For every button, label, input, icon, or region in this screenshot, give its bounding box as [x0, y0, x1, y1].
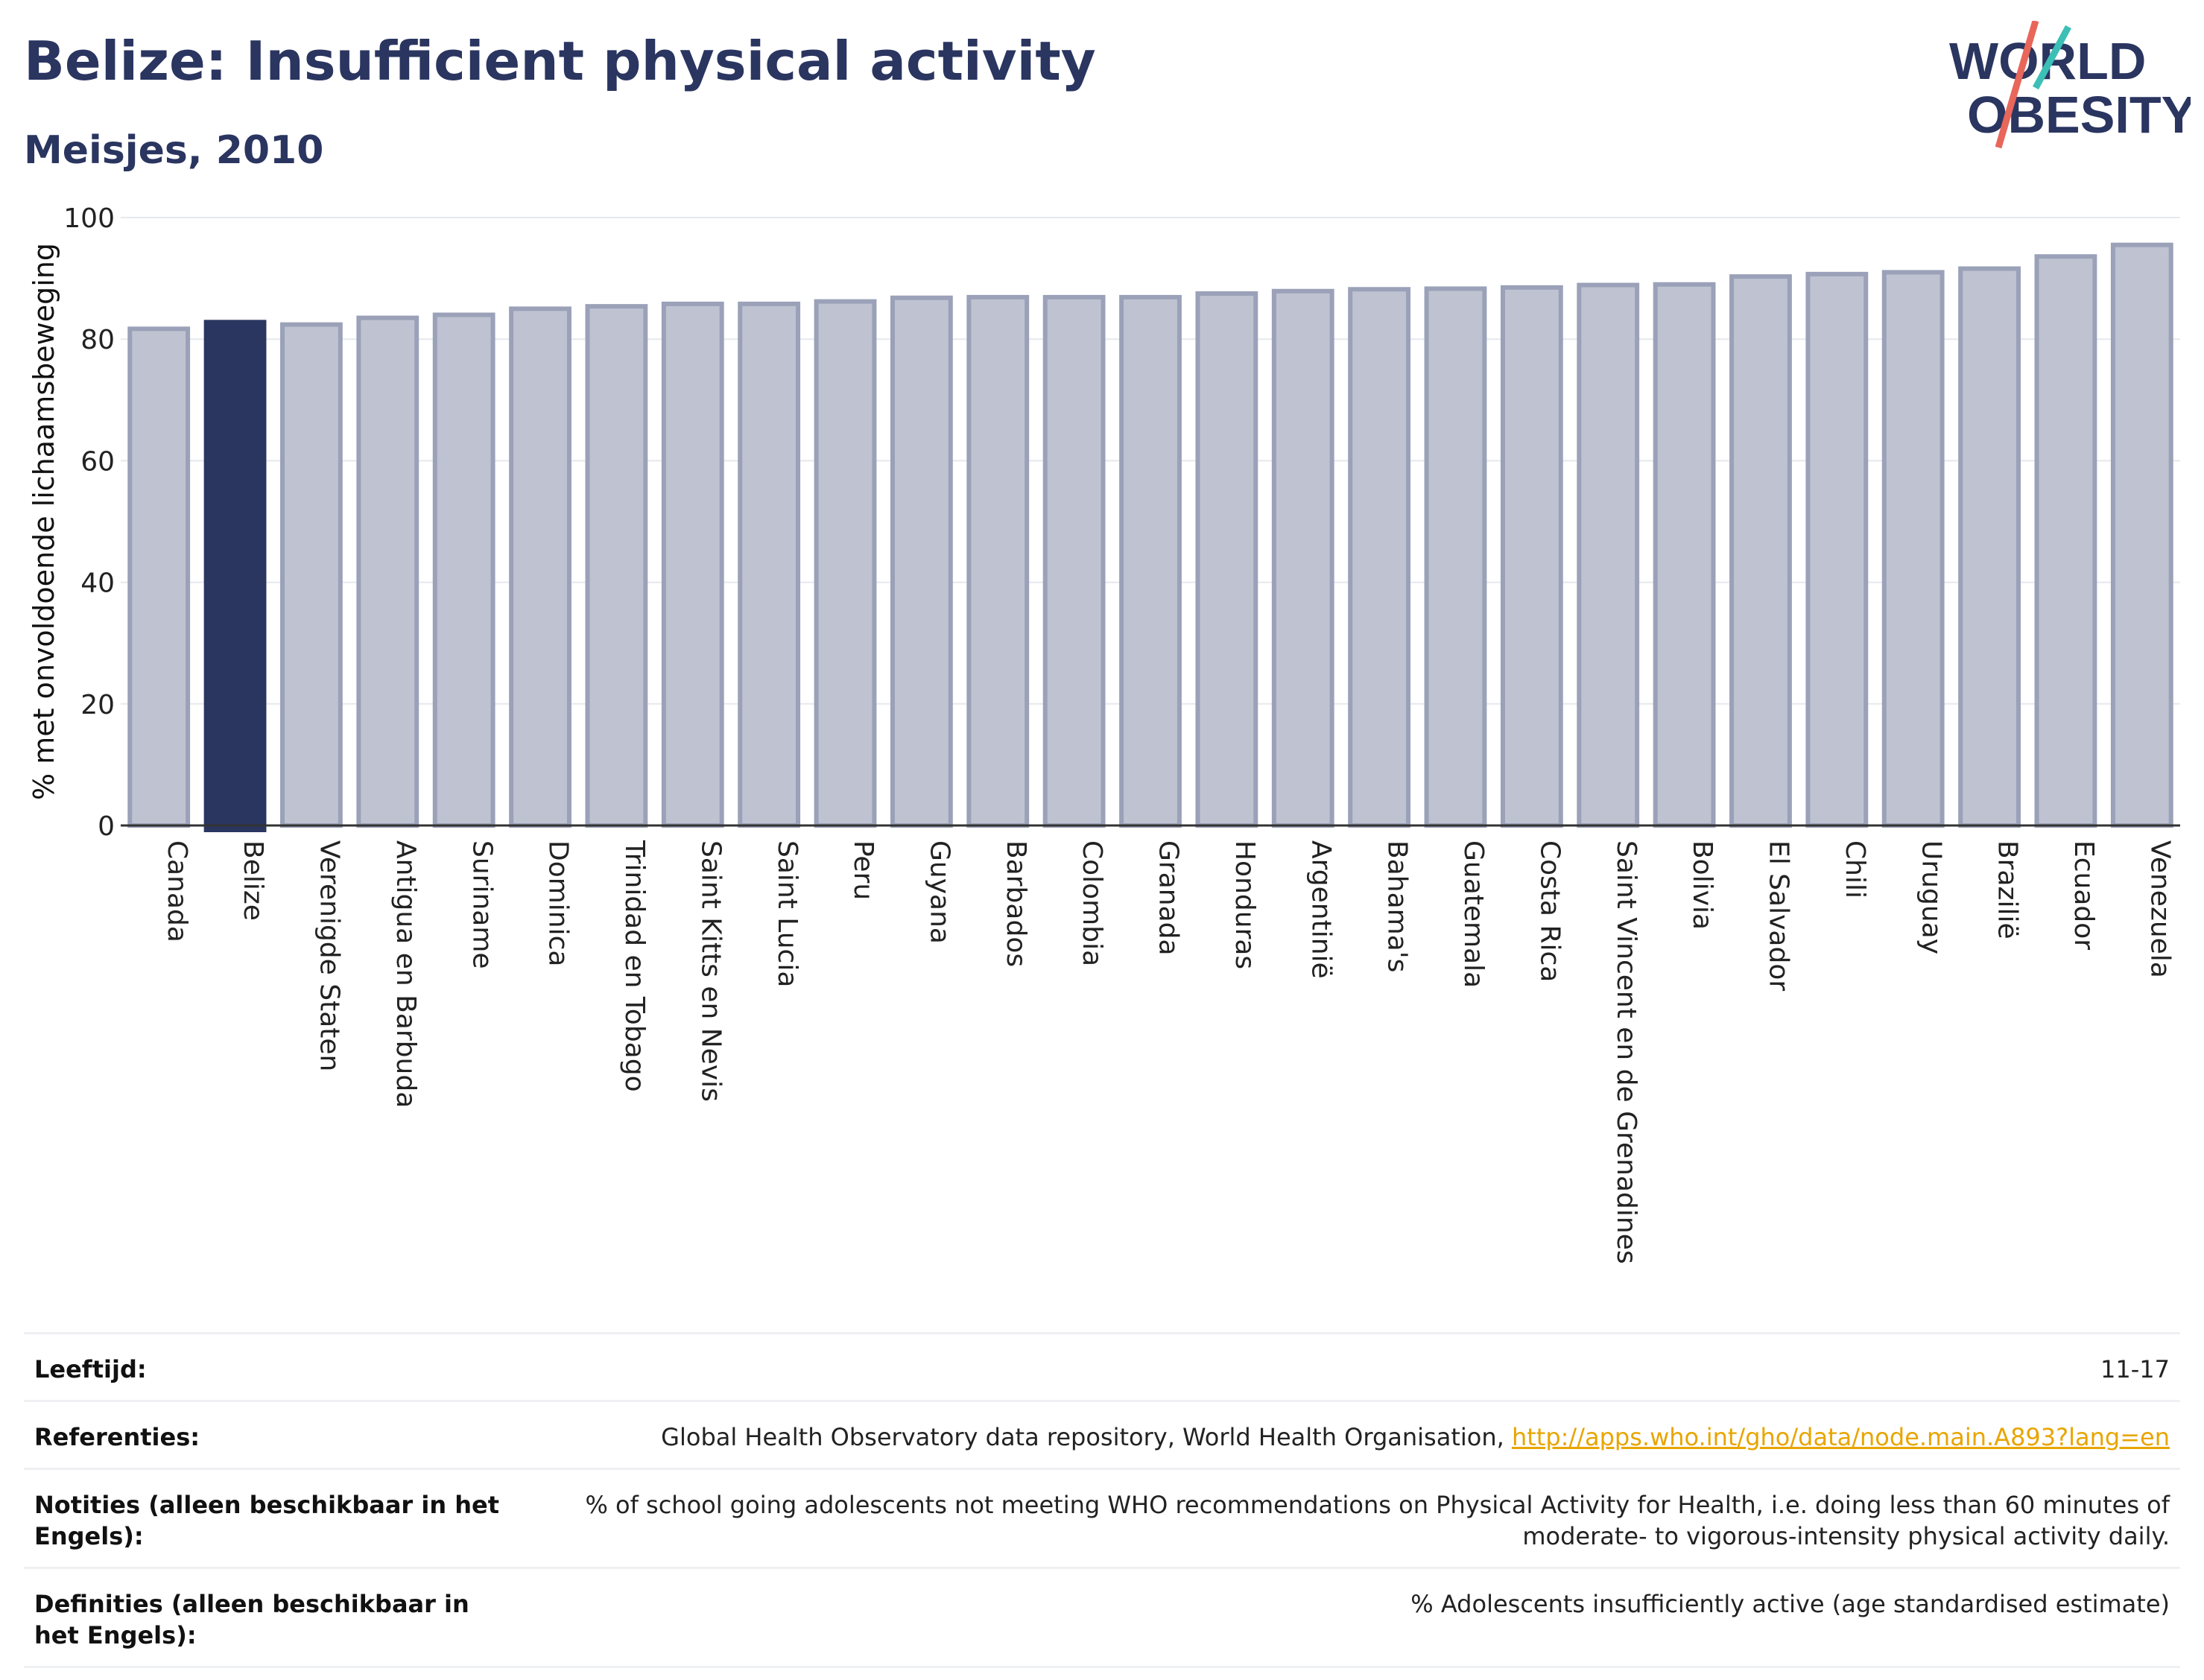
bar-verenigde-staten: [280, 322, 343, 828]
x-tick-label: Granada: [1153, 840, 1184, 956]
footer-label: Definities (alleen beschikbaar in het En…: [34, 1590, 469, 1649]
x-tick-label: Dominica: [543, 840, 574, 967]
x-tick-label: Costa Rica: [1534, 840, 1565, 982]
bar-venezuela: [2110, 242, 2173, 828]
x-tick-label: Saint Kitts en Nevis: [695, 840, 726, 1102]
bar-el-salvador: [1729, 274, 1792, 828]
footer-label: Notities (alleen beschikbaar in het Enge…: [34, 1491, 500, 1550]
x-tick-label: Saint Lucia: [772, 840, 802, 987]
footer-value: 11-17: [2100, 1355, 2170, 1383]
x-tick-label: Guatemala: [1458, 840, 1489, 988]
bar-argentini-: [1271, 288, 1334, 828]
x-tick-label: Honduras: [1229, 840, 1260, 969]
page-title: Belize: Insufficient physical activity: [24, 30, 1096, 92]
page-subtitle: Meisjes, 2010: [24, 128, 324, 173]
x-tick-label: Guyana: [924, 840, 954, 944]
x-tick-label: Peru: [848, 840, 878, 900]
x-tick-label: Chili: [1840, 840, 1870, 898]
bar-peru: [814, 299, 877, 828]
bar-belize: [203, 320, 267, 833]
footer-value: % Adolescents insufficiently active (age…: [1410, 1590, 2170, 1618]
bar-antigua-en-barbuda: [356, 315, 419, 828]
footer-label: Referenties:: [34, 1423, 200, 1451]
y-tick-label: 60: [80, 446, 115, 477]
bar-saint-vincent-en-de-grenadines: [1577, 282, 1640, 828]
x-tick-label: Colombia: [1077, 840, 1107, 966]
bar-saint-lucia: [738, 301, 801, 828]
footer-value: Global Health Observatory data repositor…: [545, 1421, 2170, 1453]
bar-dominica: [509, 306, 571, 828]
reference-link[interactable]: http://apps.who.int/gho/data/node.main.A…: [1511, 1423, 2170, 1451]
bar-suriname: [432, 312, 495, 828]
x-tick-label: Verenigde Staten: [314, 840, 345, 1071]
bar-chili: [1805, 271, 1869, 828]
x-tick-label: Bolivia: [1687, 840, 1717, 930]
x-tick-label: Barbados: [1001, 840, 1031, 967]
bar-chart: 0 20 40 60 80 100 Canada Belize Verenigde State…: [28, 203, 2180, 1264]
x-tick-label: Belize: [238, 840, 268, 921]
bar-colombia: [1042, 294, 1106, 828]
x-tick-labels: Canada Belize Verenigde Staten Antigua en B…: [162, 840, 2176, 1264]
bar-uruguay: [1881, 270, 1945, 828]
y-tick-label: 100: [63, 203, 115, 234]
bar-granada: [1119, 294, 1182, 828]
x-tick-label: El Salvador: [1764, 840, 1794, 991]
x-tick-label: Uruguay: [1916, 840, 1946, 954]
bar-barbados: [966, 294, 1030, 828]
x-tick-label: Trinidad en Tobago: [619, 840, 650, 1092]
y-tick-label: 0: [98, 811, 115, 842]
x-tick-label: Bahama's: [1382, 840, 1413, 972]
y-axis-label: % met onvoldoende lichaamsbeweging: [28, 243, 60, 800]
x-tick-label: Antigua en Barbuda: [390, 840, 421, 1108]
bar-bahama-s: [1348, 287, 1411, 828]
world-obesity-logo: WORLD OBESITY: [1949, 21, 2191, 149]
bars: [127, 242, 2173, 833]
footer-row-definitions: Definities (alleen beschikbaar in het En…: [24, 1567, 2180, 1668]
bar-guatemala: [1424, 286, 1487, 828]
footer-value: % of school going adolescents not meetin…: [585, 1491, 2170, 1550]
y-tick-labels: 0 20 40 60 80 100: [63, 203, 115, 842]
logo-slash-upper: [2033, 25, 2071, 90]
x-tick-label: Ecuador: [2068, 840, 2099, 950]
footer-label: Leeftijd:: [34, 1355, 147, 1383]
y-tick-label: 20: [80, 690, 115, 720]
x-tick-label: Brazilië: [1992, 840, 2023, 939]
bar-costa-rica: [1500, 285, 1563, 828]
bar-ecuador: [2034, 254, 2097, 828]
bar-saint-kitts-en-nevis: [661, 301, 724, 828]
bar-guyana: [890, 295, 953, 828]
y-tick-label: 40: [80, 568, 115, 599]
bar-honduras: [1195, 291, 1258, 828]
x-tick-label: Saint Vincent en de Grenadines: [1611, 840, 1641, 1264]
bar-trinidad-en-tobago: [585, 304, 648, 828]
footer-row-references: Referenties: Global Health Observatory d…: [24, 1400, 2180, 1468]
bar-canada: [127, 326, 191, 828]
reference-text: Global Health Observatory data repositor…: [661, 1423, 1512, 1451]
x-tick-label: Canada: [162, 840, 192, 942]
footer-row-notes: Notities (alleen beschikbaar in het Enge…: [24, 1468, 2180, 1567]
x-tick-label: Argentinië: [1305, 840, 1336, 979]
y-tick-label: 80: [80, 325, 115, 355]
x-tick-label: Suriname: [466, 840, 497, 969]
metadata-table: Leeftijd: 11-17 Referenties: Global Heal…: [24, 1332, 2180, 1668]
footer-row-age: Leeftijd: 11-17: [24, 1332, 2180, 1400]
x-tick-label: Venezuela: [2144, 840, 2175, 978]
bar-bolivia: [1653, 282, 1716, 828]
bar-brazili-: [1958, 266, 2021, 828]
logo-slash-lower: [1995, 21, 2039, 149]
